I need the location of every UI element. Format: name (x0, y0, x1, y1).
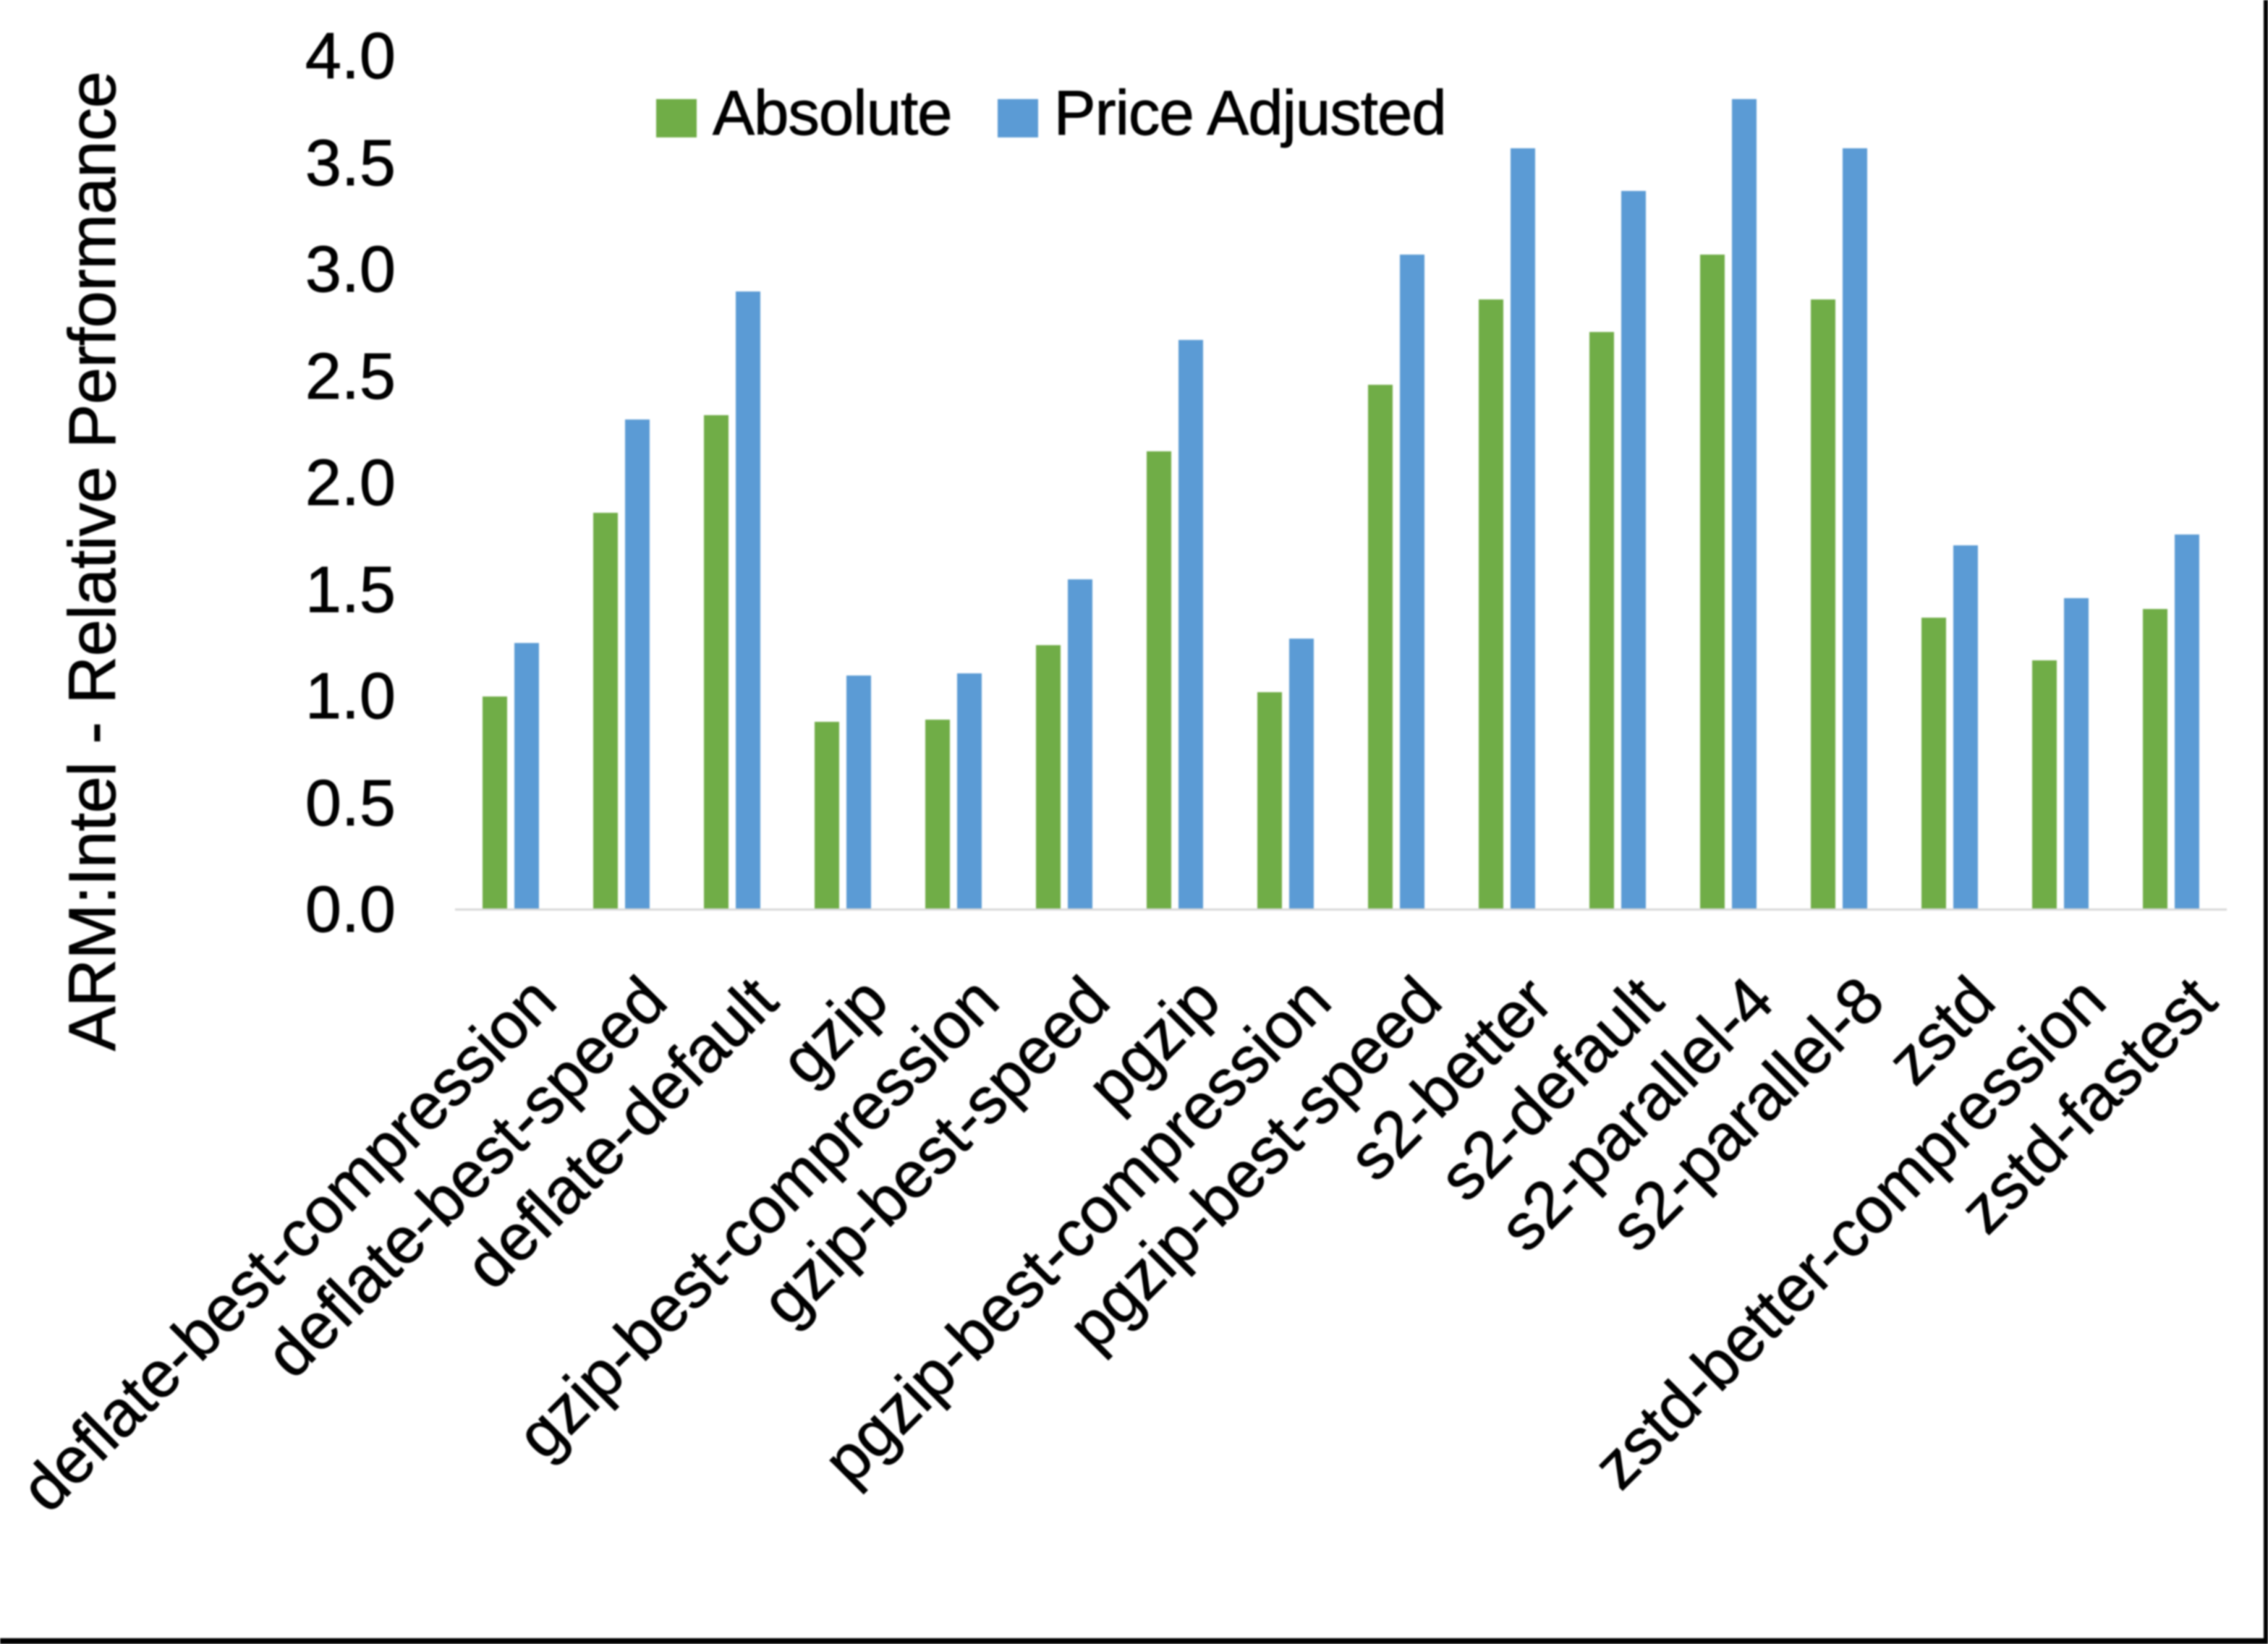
bar-absolute-zstd-fastest (2142, 609, 2168, 910)
y-tick-label: 0.5 (305, 767, 396, 840)
y-tick-label: 1.0 (305, 660, 396, 733)
bar-price-adjusted-s2-better (1510, 148, 1536, 910)
bar-price-adjusted-pgzip-best-compression (1288, 639, 1314, 910)
bar-price-adjusted-zstd-fastest (2174, 534, 2200, 910)
legend: Absolute Price Adjusted (656, 78, 1447, 157)
y-tick-label: 3.0 (305, 234, 396, 306)
bar-absolute-s2-better (1478, 299, 1504, 910)
bar-absolute-s2-parallel-4 (1699, 255, 1725, 910)
y-tick-label: 2.5 (305, 340, 396, 413)
bar-absolute-pgzip (1146, 451, 1172, 910)
bar-price-adjusted-pgzip-best-speed (1399, 255, 1425, 910)
y-tick-label: 1.5 (305, 553, 396, 626)
bar-price-adjusted-gzip (846, 675, 872, 910)
y-tick-label: 3.5 (305, 127, 396, 200)
bar-absolute-deflate-default (703, 414, 729, 910)
legend-swatch-absolute (656, 99, 697, 137)
bar-price-adjusted-s2-default (1621, 190, 1647, 910)
bar-price-adjusted-deflate-best-speed (624, 419, 650, 910)
bar-absolute-gzip-best-compression (925, 720, 951, 910)
bar-price-adjusted-gzip-best-compression (956, 673, 982, 910)
bar-absolute-deflate-best-speed (593, 513, 619, 910)
bar-price-adjusted-s2-parallel-4 (1731, 99, 1757, 910)
y-tick-label: 2.0 (305, 447, 396, 519)
y-tick-label: 4.0 (305, 20, 396, 93)
bar-price-adjusted-pgzip (1178, 340, 1204, 910)
x-axis-line (455, 908, 2227, 911)
bar-absolute-gzip-best-speed (1035, 645, 1061, 910)
bar-price-adjusted-s2-parallel-8 (1842, 148, 1868, 910)
bar-price-adjusted-deflate-default (735, 291, 761, 910)
bar-absolute-zstd-better-compression (2031, 660, 2057, 910)
bar-absolute-zstd (1921, 617, 1947, 910)
bar-price-adjusted-gzip-best-speed (1067, 579, 1093, 910)
bar-absolute-deflate-best-compression (482, 697, 507, 910)
bar-absolute-gzip (814, 722, 840, 910)
bar-absolute-pgzip-best-compression (1257, 692, 1283, 910)
border-bottom (0, 1638, 2268, 1644)
y-axis-title: ARM:Intel - Relative Performance (56, 71, 130, 1052)
bar-absolute-s2-parallel-8 (1810, 299, 1836, 910)
bar-price-adjusted-zstd-better-compression (2063, 598, 2089, 910)
border-right (2264, 0, 2268, 1644)
legend-label-price-adjusted: Price Adjusted (1053, 78, 1447, 148)
bar-price-adjusted-zstd (1953, 545, 1979, 910)
y-tick-label: 0.0 (305, 874, 396, 946)
legend-label-absolute: Absolute (713, 78, 953, 148)
bar-absolute-s2-default (1589, 331, 1615, 910)
bar-price-adjusted-deflate-best-compression (514, 643, 539, 910)
legend-swatch-price-adjusted (997, 99, 1038, 137)
bar-absolute-pgzip-best-speed (1367, 385, 1393, 910)
